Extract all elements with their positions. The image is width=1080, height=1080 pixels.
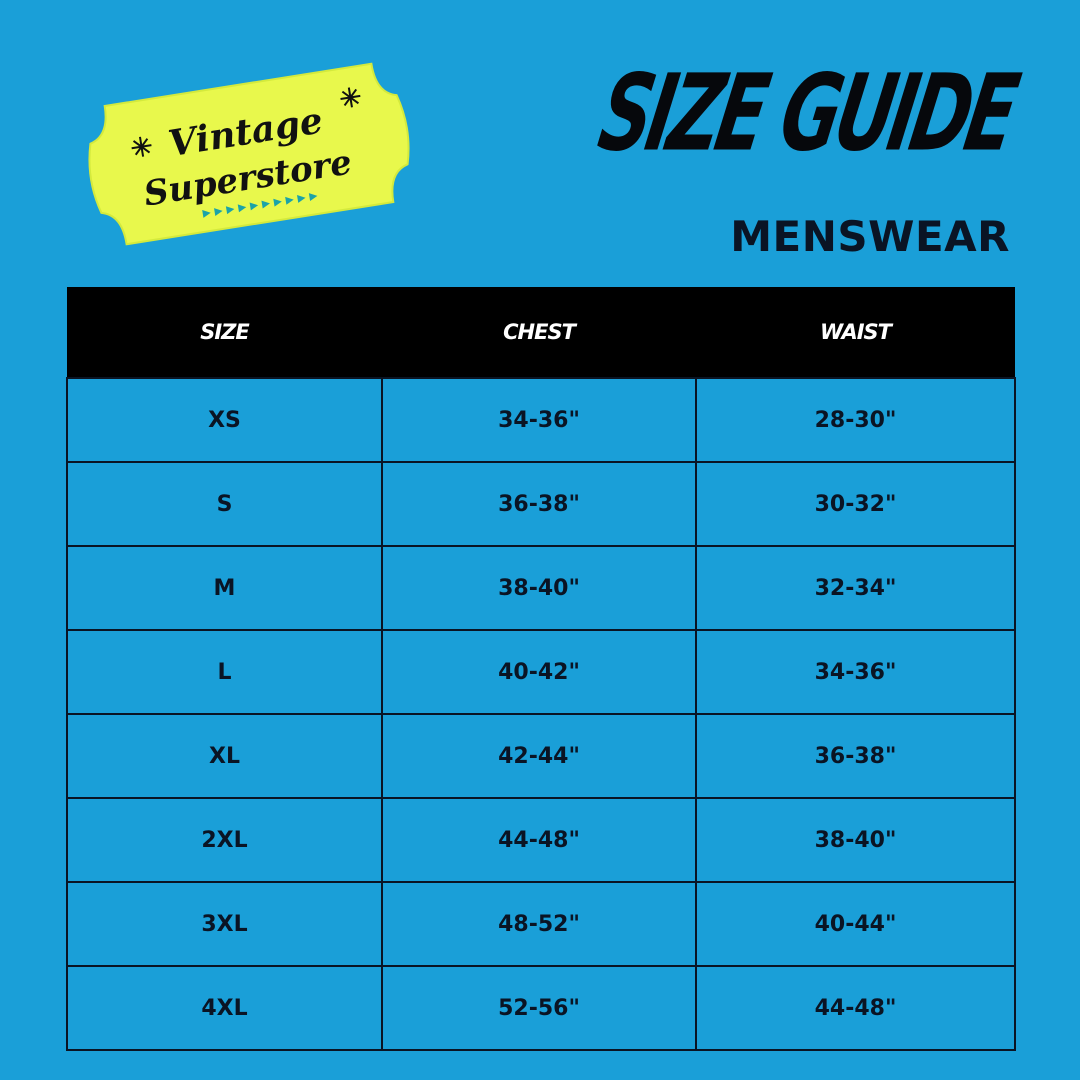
cell-size: M <box>66 545 383 631</box>
column-header-chest: CHEST <box>382 287 696 378</box>
cell-chest: 34-36" <box>381 377 697 463</box>
cell-chest: 48-52" <box>381 881 697 967</box>
table-row: 2XL 44-48" 38-40" <box>66 797 1016 883</box>
cell-size: S <box>66 461 383 547</box>
cell-waist: 30-32" <box>695 461 1016 547</box>
cell-waist: 38-40" <box>695 797 1016 883</box>
cell-chest: 42-44" <box>381 713 697 799</box>
table-header-row: SIZE CHEST WAIST <box>67 287 1015 378</box>
page-subtitle: MENSWEAR <box>730 212 1010 261</box>
table-row: XS 34-36" 28-30" <box>66 377 1016 463</box>
cell-waist: 40-44" <box>695 881 1016 967</box>
table-row: L 40-42" 34-36" <box>66 629 1016 715</box>
vintage-superstore-logo: Vintage Superstore <box>88 62 410 246</box>
cell-waist: 32-34" <box>695 545 1016 631</box>
cell-size: 2XL <box>66 797 383 883</box>
cell-chest: 52-56" <box>381 965 697 1051</box>
cell-chest: 38-40" <box>381 545 697 631</box>
cell-waist: 36-38" <box>695 713 1016 799</box>
table-row: 4XL 52-56" 44-48" <box>66 965 1016 1051</box>
table-row: XL 42-44" 36-38" <box>66 713 1016 799</box>
cell-size: L <box>66 629 383 715</box>
table-row: S 36-38" 30-32" <box>66 461 1016 547</box>
cell-chest: 36-38" <box>381 461 697 547</box>
table-row: M 38-40" 32-34" <box>66 545 1016 631</box>
column-header-size: SIZE <box>67 287 382 378</box>
cell-chest: 44-48" <box>381 797 697 883</box>
starburst-icon <box>340 87 361 108</box>
table-row: 3XL 48-52" 40-44" <box>66 881 1016 967</box>
cell-waist: 28-30" <box>695 377 1016 463</box>
cell-waist: 34-36" <box>695 629 1016 715</box>
page-title: SIZE GUIDE <box>591 51 1023 175</box>
triangle-row-icon <box>202 193 318 218</box>
size-table: SIZE CHEST WAIST XS 34-36" 28-30" S 36-38" 30… <box>66 287 1016 1051</box>
cell-size: XL <box>66 713 383 799</box>
column-header-waist: WAIST <box>696 287 1015 378</box>
cell-size: XS <box>66 377 383 463</box>
starburst-icon <box>131 136 152 157</box>
cell-size: 3XL <box>66 881 383 967</box>
cell-waist: 44-48" <box>695 965 1016 1051</box>
cell-chest: 40-42" <box>381 629 697 715</box>
cell-size: 4XL <box>66 965 383 1051</box>
